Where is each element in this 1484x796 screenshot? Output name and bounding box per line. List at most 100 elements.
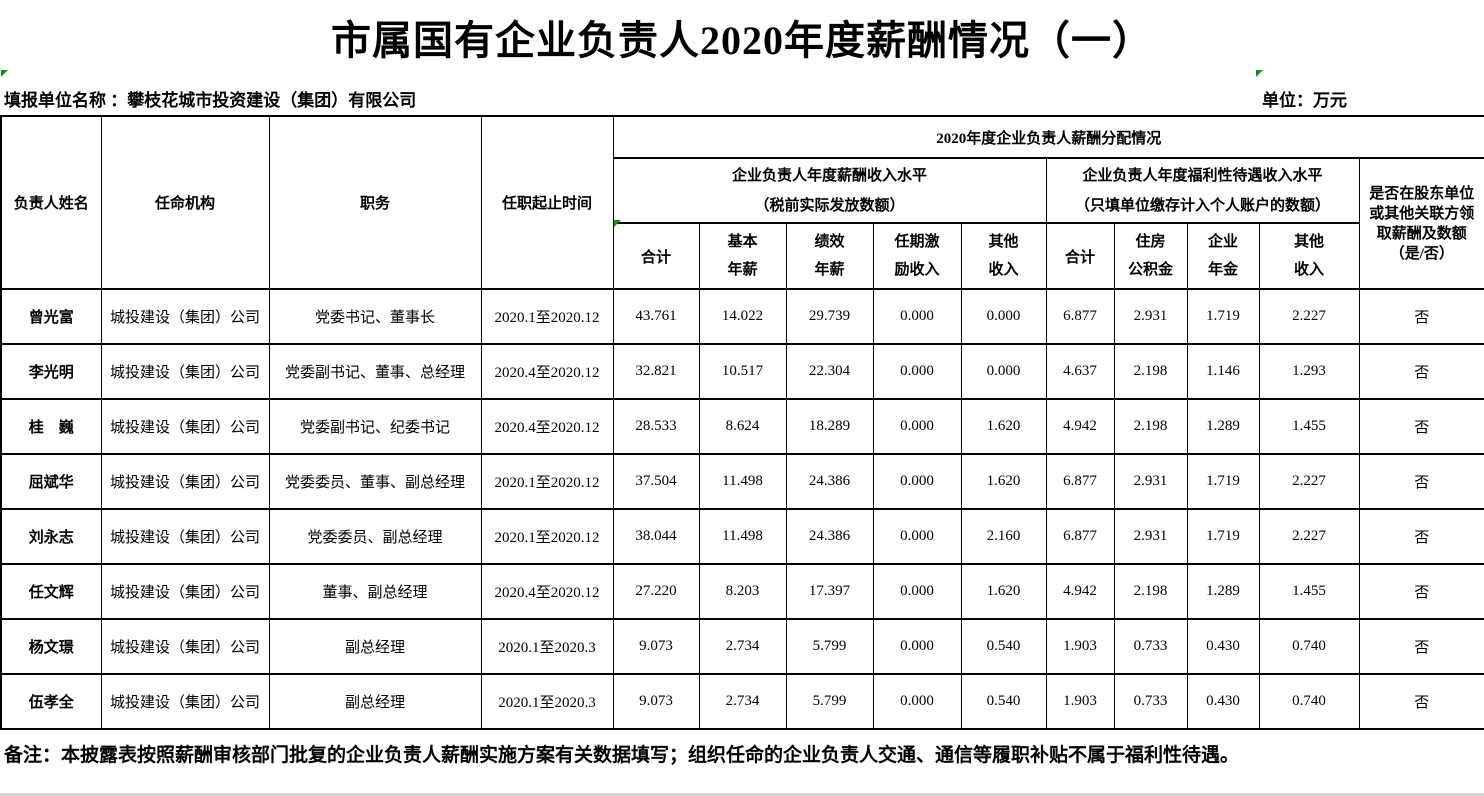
cell-annuity: 0.430 xyxy=(1186,673,1260,730)
cell-related: 否 xyxy=(1358,398,1484,455)
cell-total2: 4.942 xyxy=(1045,398,1115,455)
header-sub-annuity: 企业 年金 xyxy=(1186,222,1260,290)
header-sub-housing: 住房 公积金 xyxy=(1113,222,1188,290)
cell-total2: 4.637 xyxy=(1045,343,1115,400)
cell-other2: 2.227 xyxy=(1258,508,1360,565)
cell-name: 伍孝全 xyxy=(0,673,102,730)
cell-annuity: 1.289 xyxy=(1186,563,1260,620)
window-bottom-edge xyxy=(0,793,1484,796)
cell-annuity: 0.430 xyxy=(1186,618,1260,675)
cell-name: 李光明 xyxy=(0,343,102,400)
cell-org: 城投建设（集团）公司 xyxy=(100,288,270,345)
cell-perf: 5.799 xyxy=(785,673,874,730)
cell-name: 任文辉 xyxy=(0,563,102,620)
cell-total2: 1.903 xyxy=(1045,673,1115,730)
cell-name: 屈斌华 xyxy=(0,453,102,510)
header-name: 负责人姓名 xyxy=(0,115,102,290)
header-group-welfare: 企业负责人年度福利性待遇收入水平 （只填单位缴存计入个人账户的数额） xyxy=(1045,157,1360,224)
cell-base: 10.517 xyxy=(698,343,787,400)
table-row: 任文辉 城投建设（集团）公司 董事、副总经理 2020.4至2020.12 27… xyxy=(0,563,1484,620)
cell-tenure: 0.000 xyxy=(872,618,962,675)
header-sub-other1: 其他 收入 xyxy=(960,222,1047,290)
table-row: 伍孝全 城投建设（集团）公司 副总经理 2020.1至2020.3 9.073 … xyxy=(0,673,1484,730)
cell-housing: 2.931 xyxy=(1113,508,1188,565)
cell-base: 8.203 xyxy=(698,563,787,620)
cell-flag-icon xyxy=(1,70,8,77)
cell-total1: 9.073 xyxy=(612,673,700,730)
cell-other1: 0.000 xyxy=(960,343,1047,400)
table-row: 杨文璟 城投建设（集团）公司 副总经理 2020.1至2020.3 9.073 … xyxy=(0,618,1484,675)
cell-base: 11.498 xyxy=(698,508,787,565)
cell-org: 城投建设（集团）公司 xyxy=(100,673,270,730)
cell-other2: 1.455 xyxy=(1258,398,1360,455)
cell-total2: 6.877 xyxy=(1045,453,1115,510)
cell-title: 党委委员、副总经理 xyxy=(268,508,482,565)
cell-title: 党委副书记、董事、总经理 xyxy=(268,343,482,400)
cell-total1: 9.073 xyxy=(612,618,700,675)
unit-label: 单位：万元 xyxy=(1262,91,1347,110)
cell-title: 董事、副总经理 xyxy=(268,563,482,620)
cell-base: 2.734 xyxy=(698,618,787,675)
header-org: 任命机构 xyxy=(100,115,270,290)
cell-org: 城投建设（集团）公司 xyxy=(100,343,270,400)
cell-title: 副总经理 xyxy=(268,673,482,730)
cell-housing: 2.198 xyxy=(1113,563,1188,620)
report-unit-value: 攀枝花城市投资建设（集团）有限公司 xyxy=(127,91,417,110)
cell-other1: 1.620 xyxy=(960,453,1047,510)
cell-tenure: 0.000 xyxy=(872,673,962,730)
cell-other1: 2.160 xyxy=(960,508,1047,565)
header-sub-base: 基本 年薪 xyxy=(698,222,787,290)
cell-tenure: 0.000 xyxy=(872,453,962,510)
cell-related: 否 xyxy=(1358,508,1484,565)
cell-other2: 1.455 xyxy=(1258,563,1360,620)
cell-annuity: 1.719 xyxy=(1186,288,1260,345)
header-related: 是否在股东单位 或其他关联方领 取薪酬及数额 （是/否） xyxy=(1358,157,1484,290)
footer-note: 备注：本披露表按照薪酬审核部门批复的企业负责人薪酬实施方案有关数据填写；组织任命… xyxy=(4,745,1240,766)
cell-total1: 37.504 xyxy=(612,453,700,510)
page-title: 市属国有企业负责人2020年度薪酬情况（一） xyxy=(331,18,1153,63)
header-group-welfare-line1: 企业负责人年度福利性待遇收入水平 xyxy=(1082,167,1323,184)
cell-name: 桂 巍 xyxy=(0,398,102,455)
cell-flag-icon xyxy=(614,220,621,227)
cell-org: 城投建设（集团）公司 xyxy=(100,618,270,675)
cell-related: 否 xyxy=(1358,453,1484,510)
cell-term: 2020.1至2020.3 xyxy=(480,673,614,730)
cell-title: 党委委员、董事、副总经理 xyxy=(268,453,482,510)
cell-related: 否 xyxy=(1358,288,1484,345)
cell-org: 城投建设（集团）公司 xyxy=(100,563,270,620)
cell-housing: 2.931 xyxy=(1113,288,1188,345)
cell-other2: 0.740 xyxy=(1258,673,1360,730)
header-sub-total1: 合计 xyxy=(612,222,700,290)
cell-name: 曾光富 xyxy=(0,288,102,345)
cell-perf: 29.739 xyxy=(785,288,874,345)
cell-other2: 2.227 xyxy=(1258,288,1360,345)
cell-term: 2020.1至2020.3 xyxy=(480,618,614,675)
cell-annuity: 1.719 xyxy=(1186,453,1260,510)
table-row: 刘永志 城投建设（集团）公司 党委委员、副总经理 2020.1至2020.12 … xyxy=(0,508,1484,565)
cell-total2: 6.877 xyxy=(1045,508,1115,565)
header-group-main: 2020年度企业负责人薪酬分配情况 xyxy=(612,115,1484,159)
report-unit-label: 填报单位名称 ： xyxy=(4,91,128,110)
cell-total1: 32.821 xyxy=(612,343,700,400)
table-row: 李光明 城投建设（集团）公司 党委副书记、董事、总经理 2020.4至2020.… xyxy=(0,343,1484,400)
salary-table: 负责人姓名 任命机构 职务 任职起止时间 2020年度企业负责人薪酬分配情况 企… xyxy=(0,115,1484,730)
cell-title: 副总经理 xyxy=(268,618,482,675)
cell-title: 党委副书记、纪委书记 xyxy=(268,398,482,455)
cell-total1: 38.044 xyxy=(612,508,700,565)
cell-annuity: 1.719 xyxy=(1186,508,1260,565)
table-row: 屈斌华 城投建设（集团）公司 党委委员、董事、副总经理 2020.1至2020.… xyxy=(0,453,1484,510)
header-term: 任职起止时间 xyxy=(480,115,614,290)
table-row: 曾光富 城投建设（集团）公司 党委书记、董事长 2020.1至2020.12 4… xyxy=(0,288,1484,345)
cell-base: 8.624 xyxy=(698,398,787,455)
cell-org: 城投建设（集团）公司 xyxy=(100,453,270,510)
cell-related: 否 xyxy=(1358,618,1484,675)
cell-org: 城投建设（集团）公司 xyxy=(100,508,270,565)
cell-flag-icon xyxy=(1256,70,1263,77)
cell-term: 2020.4至2020.12 xyxy=(480,563,614,620)
cell-title: 党委书记、董事长 xyxy=(268,288,482,345)
cell-related: 否 xyxy=(1358,343,1484,400)
cell-other2: 1.293 xyxy=(1258,343,1360,400)
cell-total1: 43.761 xyxy=(612,288,700,345)
cell-related: 否 xyxy=(1358,673,1484,730)
cell-term: 2020.4至2020.12 xyxy=(480,398,614,455)
